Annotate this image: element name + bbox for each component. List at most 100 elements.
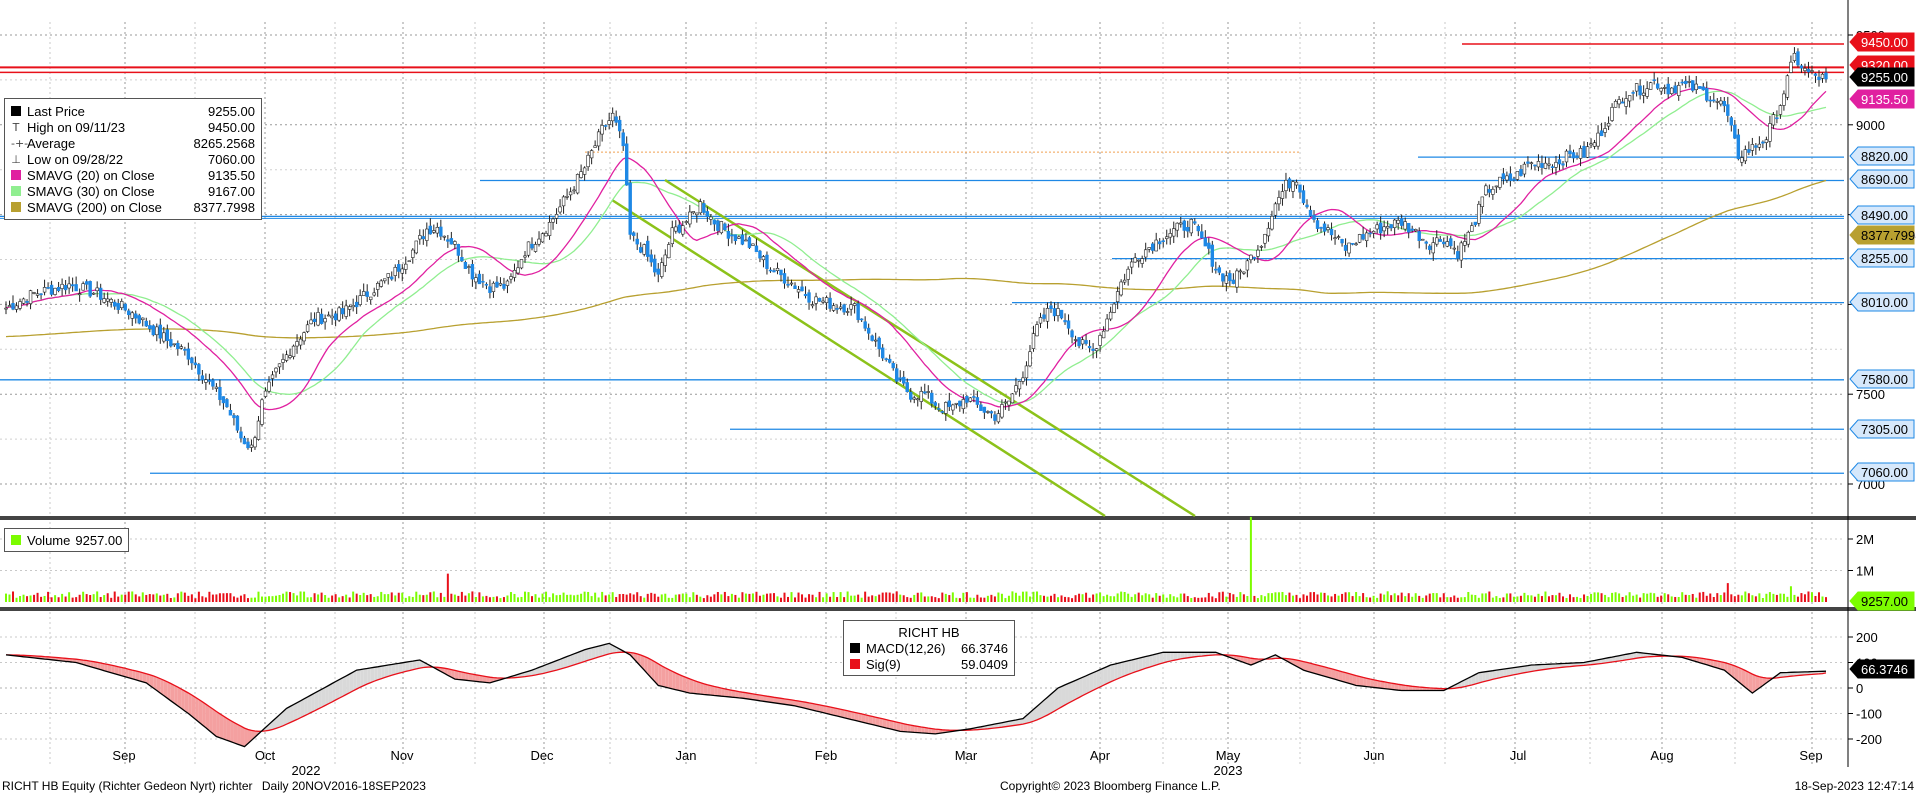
candle-body: [340, 308, 345, 315]
macd-fill: [395, 663, 399, 675]
volume-tick-label: 1M: [1856, 564, 1874, 579]
volume-bar: [1081, 594, 1084, 602]
volume-bar: [117, 596, 120, 602]
candle-body: [849, 304, 853, 310]
volume-bar: [278, 594, 281, 602]
price-tag-bg: [1849, 67, 1915, 87]
macd-fill: [1605, 657, 1609, 664]
macd-fill: [191, 695, 196, 720]
volume-bar: [1014, 592, 1017, 602]
macd-fill: [318, 689, 322, 710]
volume-bar: [857, 594, 860, 602]
candle-body: [1540, 163, 1544, 168]
macd-fill: [128, 669, 133, 679]
legend-swatch: [11, 186, 21, 196]
candle-body: [1052, 308, 1057, 317]
volume-bar: [1260, 595, 1263, 602]
volume-bar: [1726, 583, 1729, 602]
volume-bar: [1530, 595, 1533, 602]
volume-bar: [173, 597, 176, 602]
volume-bar: [152, 594, 155, 602]
macd-fill: [686, 677, 690, 694]
macd-fill: [1496, 669, 1500, 679]
macd-fill: [1321, 666, 1325, 677]
volume-bar: [538, 597, 541, 602]
candle-body: [1256, 249, 1260, 257]
macd-fill: [1096, 669, 1101, 689]
volume-bar: [1137, 592, 1140, 602]
macd-fill: [773, 697, 778, 704]
candle-body: [1399, 218, 1404, 226]
candle-body: [172, 343, 177, 346]
macd-fill: [784, 698, 789, 705]
candle-body: [1526, 161, 1530, 164]
volume-bar: [1800, 593, 1803, 602]
candle-body: [856, 303, 860, 321]
volume-bar: [1628, 592, 1631, 602]
candle-body: [211, 379, 215, 387]
volume-bar: [1267, 593, 1270, 602]
volume-bar: [1334, 593, 1337, 602]
volume-bar: [1649, 592, 1652, 602]
volume-bar: [874, 596, 877, 602]
macd-fill: [689, 678, 694, 694]
price-tag: 7060.00: [1849, 462, 1915, 482]
macd-tick-label: -100: [1856, 707, 1882, 722]
candle-body: [1347, 242, 1351, 254]
volume-bar: [471, 591, 474, 602]
candle-body: [1477, 203, 1481, 224]
macd-fill: [1198, 652, 1202, 657]
candle-body: [428, 225, 433, 235]
macd-fill: [1001, 722, 1006, 728]
pane-divider: [0, 607, 1916, 611]
candle-body: [565, 195, 569, 198]
macd-fill: [374, 666, 378, 682]
candle-body: [912, 397, 916, 400]
macd-fill: [731, 690, 736, 698]
macd-fill: [1370, 678, 1374, 688]
volume-bar: [1242, 594, 1245, 602]
macd-fill: [844, 710, 848, 719]
macd-fill: [1163, 652, 1167, 663]
macd-fill: [1149, 654, 1153, 668]
volume-bar: [1460, 597, 1463, 602]
volume-bar: [1533, 596, 1536, 602]
candle-body: [916, 398, 920, 401]
macd-fill: [914, 725, 918, 733]
volume-bar: [29, 595, 32, 602]
macd-fill: [233, 722, 238, 745]
macd-fill: [188, 693, 192, 717]
macd-fill: [1342, 671, 1346, 683]
macd-fill: [286, 706, 291, 725]
date-range: Daily 20NOV2016-18SEP2023: [261, 779, 426, 793]
macd-fill: [777, 697, 781, 704]
volume-bar: [134, 594, 137, 602]
candle-body: [880, 347, 885, 359]
candle-body: [986, 411, 990, 413]
macd-fill: [1173, 652, 1178, 661]
volume-bar: [85, 594, 88, 602]
volume-bar: [643, 597, 646, 602]
price-tag: 8255.00: [1849, 248, 1915, 268]
candlesticks: [4, 47, 1828, 452]
macd-fill: [609, 643, 613, 654]
volume-bar: [401, 592, 404, 602]
candle-body: [88, 281, 92, 297]
candle-body: [972, 396, 976, 398]
volume-bar: [211, 594, 214, 602]
volume-bar: [397, 592, 400, 602]
price-tag-label: 8490.00: [1861, 208, 1908, 223]
volume-bar: [1821, 596, 1824, 602]
volume-bar: [1597, 592, 1600, 602]
candle-body: [930, 392, 934, 404]
volume-bar: [1803, 594, 1806, 602]
macd-fill: [153, 675, 157, 691]
candle-body: [744, 239, 748, 242]
volume-bar: [183, 592, 186, 602]
macd-fill: [658, 663, 662, 687]
candle-body: [1463, 241, 1467, 246]
volume-bar: [460, 591, 463, 602]
macd-fill: [605, 643, 610, 655]
candle-body: [1659, 88, 1663, 92]
volume-bar: [285, 591, 288, 602]
